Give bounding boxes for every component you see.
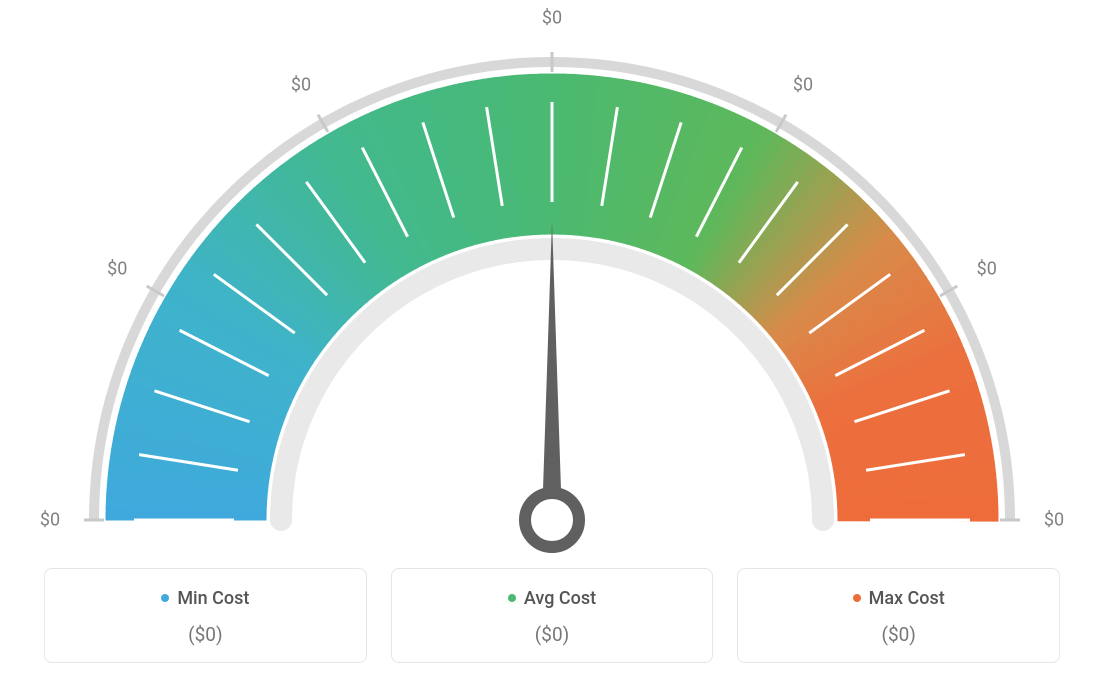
legend-card-max: Max Cost ($0) xyxy=(737,568,1060,663)
legend-label-avg: Avg Cost xyxy=(524,588,596,609)
gauge-tick-label: $0 xyxy=(40,510,60,531)
legend-card-min: Min Cost ($0) xyxy=(44,568,367,663)
gauge-tick-label: $0 xyxy=(107,259,127,280)
legend-value-avg: ($0) xyxy=(402,623,703,646)
gauge-chart: $0 $0 $0 $0 $0 $0 $0 xyxy=(0,0,1104,560)
gauge-tick-label: $0 xyxy=(542,8,562,29)
gauge-tick-label: $0 xyxy=(793,75,813,96)
gauge-svg xyxy=(0,0,1104,560)
gauge-tick-label: $0 xyxy=(291,75,311,96)
gauge-tick-label: $0 xyxy=(1044,510,1064,531)
dot-min xyxy=(161,594,169,602)
legend-row: Min Cost ($0) Avg Cost ($0) Max Cost ($0… xyxy=(0,568,1104,663)
legend-label-max: Max Cost xyxy=(869,588,945,609)
dot-avg xyxy=(508,594,516,602)
legend-card-avg: Avg Cost ($0) xyxy=(391,568,714,663)
dot-max xyxy=(853,594,861,602)
legend-value-max: ($0) xyxy=(748,623,1049,646)
gauge-tick-label: $0 xyxy=(977,259,997,280)
legend-value-min: ($0) xyxy=(55,623,356,646)
legend-label-min: Min Cost xyxy=(177,588,249,609)
